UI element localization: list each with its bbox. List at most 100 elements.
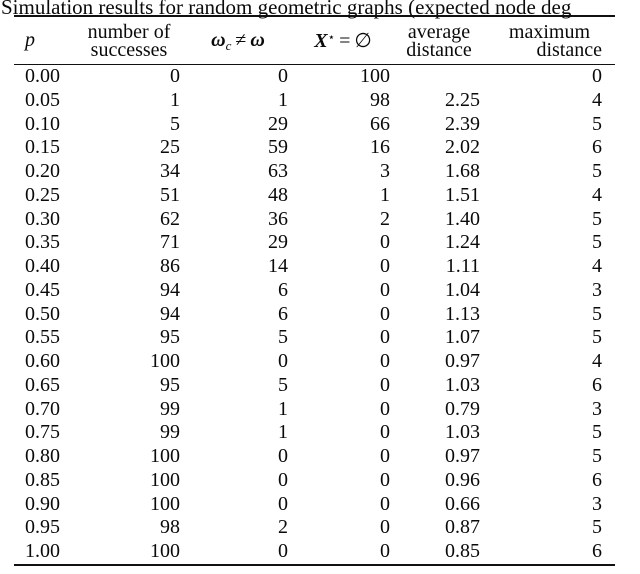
cell-successes: 100 <box>150 350 180 372</box>
cell-avg-distance: 1.68 <box>445 160 480 182</box>
cell-p: 0.85 <box>25 468 60 491</box>
cell-p: 0.75 <box>25 421 60 444</box>
cell-avg-distance: 0.66 <box>445 492 480 515</box>
cell-max-distance: 5 <box>592 302 602 325</box>
cell-omega-neq: 0 <box>278 492 288 515</box>
empty-set-symbol: ∅ <box>354 30 372 52</box>
cell-x-empty: 0 <box>380 397 390 420</box>
header-average-line1: average <box>407 20 471 43</box>
header-number-of-successes: number of successes <box>74 16 184 65</box>
cell-x-empty: 0 <box>380 516 390 539</box>
cell-max-distance: 5 <box>592 421 602 444</box>
table-caption: Simulation results for random geometric … <box>1 0 572 19</box>
table-row: 0.80 100 0 0 0.97 5 <box>14 445 615 469</box>
cell-avg-distance: 2.39 <box>445 112 480 135</box>
table-row: 0.10 5 29 66 2.39 5 <box>14 113 615 137</box>
header-row: p number of successes ωc ≠ ω X⋆ = ∅ average … <box>14 16 615 65</box>
cell-x-empty: 0 <box>380 540 390 562</box>
cell-avg-distance: 1.24 <box>445 231 480 254</box>
cell-avg-distance: 1.07 <box>445 326 480 349</box>
table-row: 0.45 94 6 0 1.04 3 <box>14 279 615 303</box>
cell-avg-distance: 2.02 <box>445 136 480 159</box>
cell-omega-neq: 1 <box>278 397 288 420</box>
cell-max-distance: 4 <box>592 88 602 111</box>
cell-p: 0.25 <box>25 183 60 206</box>
cell-omega-neq: 6 <box>278 278 288 301</box>
table-row: 0.00 0 0 100 0 <box>14 65 615 89</box>
table-row: 0.70 99 1 0 0.79 3 <box>14 398 615 422</box>
cell-omega-neq: 1 <box>278 88 288 111</box>
header-successes-line1: number of <box>87 20 171 43</box>
cell-x-empty: 3 <box>380 160 390 182</box>
cell-x-empty: 0 <box>380 373 390 396</box>
cell-avg-distance: 0.96 <box>445 468 480 491</box>
cell-max-distance: 5 <box>592 112 602 135</box>
cell-p: 0.70 <box>25 397 60 420</box>
omega-c-symbol: ω <box>211 29 226 51</box>
cell-successes: 51 <box>160 183 180 206</box>
equals-sign: = <box>339 30 351 52</box>
table-body: 0.00 0 0 100 0 0.05 1 1 98 2.25 4 0.10 5 29 66 2.39 5 0.1… <box>14 65 615 565</box>
cell-successes: 25 <box>160 136 180 159</box>
table-row: 0.85 100 0 0 0.96 6 <box>14 469 615 493</box>
cell-p: 0.90 <box>25 492 60 515</box>
results-table: p number of successes ωc ≠ ω X⋆ = ∅ average … <box>14 15 615 566</box>
cell-p: 0.10 <box>25 112 60 135</box>
header-x-star-empty: X⋆ = ∅ <box>292 16 394 65</box>
cell-successes: 95 <box>160 373 180 396</box>
star-superscript: ⋆ <box>327 30 336 44</box>
cell-successes: 71 <box>160 231 180 254</box>
header-average-distance: average distance <box>394 16 484 65</box>
cell-p: 0.15 <box>25 136 60 159</box>
cell-x-empty: 0 <box>380 421 390 444</box>
cell-successes: 98 <box>160 516 180 539</box>
cell-x-empty: 0 <box>380 278 390 301</box>
cell-omega-neq: 48 <box>268 183 288 206</box>
omega-symbol: ω <box>250 29 265 51</box>
cell-successes: 86 <box>160 255 180 277</box>
cell-max-distance: 4 <box>592 183 602 206</box>
cell-x-empty: 0 <box>380 231 390 254</box>
cell-successes: 94 <box>160 278 180 301</box>
cell-max-distance: 5 <box>592 326 602 349</box>
cell-max-distance: 5 <box>592 207 602 230</box>
cell-p: 0.60 <box>25 350 60 372</box>
cell-max-distance: 6 <box>592 136 602 159</box>
cell-omega-neq: 0 <box>278 445 288 467</box>
cell-omega-neq: 0 <box>278 65 288 87</box>
cell-avg-distance: 0.97 <box>445 350 480 372</box>
cell-avg-distance: 1.40 <box>445 207 480 230</box>
cell-avg-distance: 0.79 <box>445 397 480 420</box>
header-p-label: p <box>25 29 35 51</box>
cell-x-empty: 0 <box>380 302 390 325</box>
cell-max-distance: 5 <box>592 445 602 467</box>
cell-x-empty: 0 <box>380 350 390 372</box>
cell-x-empty: 0 <box>380 326 390 349</box>
cell-avg-distance <box>394 65 484 89</box>
cell-omega-neq: 29 <box>268 231 288 254</box>
cell-p: 0.40 <box>25 255 60 277</box>
cell-x-empty: 100 <box>360 65 390 87</box>
table-row: 0.25 51 48 1 1.51 4 <box>14 184 615 208</box>
cell-avg-distance: 0.85 <box>445 540 480 562</box>
cell-p: 0.35 <box>25 231 60 254</box>
cell-successes: 1 <box>170 88 180 111</box>
cell-max-distance: 3 <box>592 492 602 515</box>
cell-avg-distance: 1.11 <box>445 255 480 277</box>
cell-avg-distance: 0.87 <box>445 516 480 539</box>
cell-max-distance: 4 <box>592 350 602 372</box>
cell-x-empty: 0 <box>380 255 390 277</box>
cell-p: 0.80 <box>25 445 60 467</box>
cell-max-distance: 5 <box>592 231 602 254</box>
cell-avg-distance: 1.13 <box>445 302 480 325</box>
cell-avg-distance: 1.03 <box>445 421 480 444</box>
cell-successes: 34 <box>160 160 180 182</box>
cell-x-empty: 0 <box>380 492 390 515</box>
header-p: p <box>14 16 74 65</box>
cell-omega-neq: 1 <box>278 421 288 444</box>
cell-x-empty: 16 <box>370 136 390 159</box>
cell-avg-distance: 2.25 <box>445 88 480 111</box>
header-maximum-line2: distance <box>536 38 602 61</box>
cell-p: 0.55 <box>25 326 60 349</box>
